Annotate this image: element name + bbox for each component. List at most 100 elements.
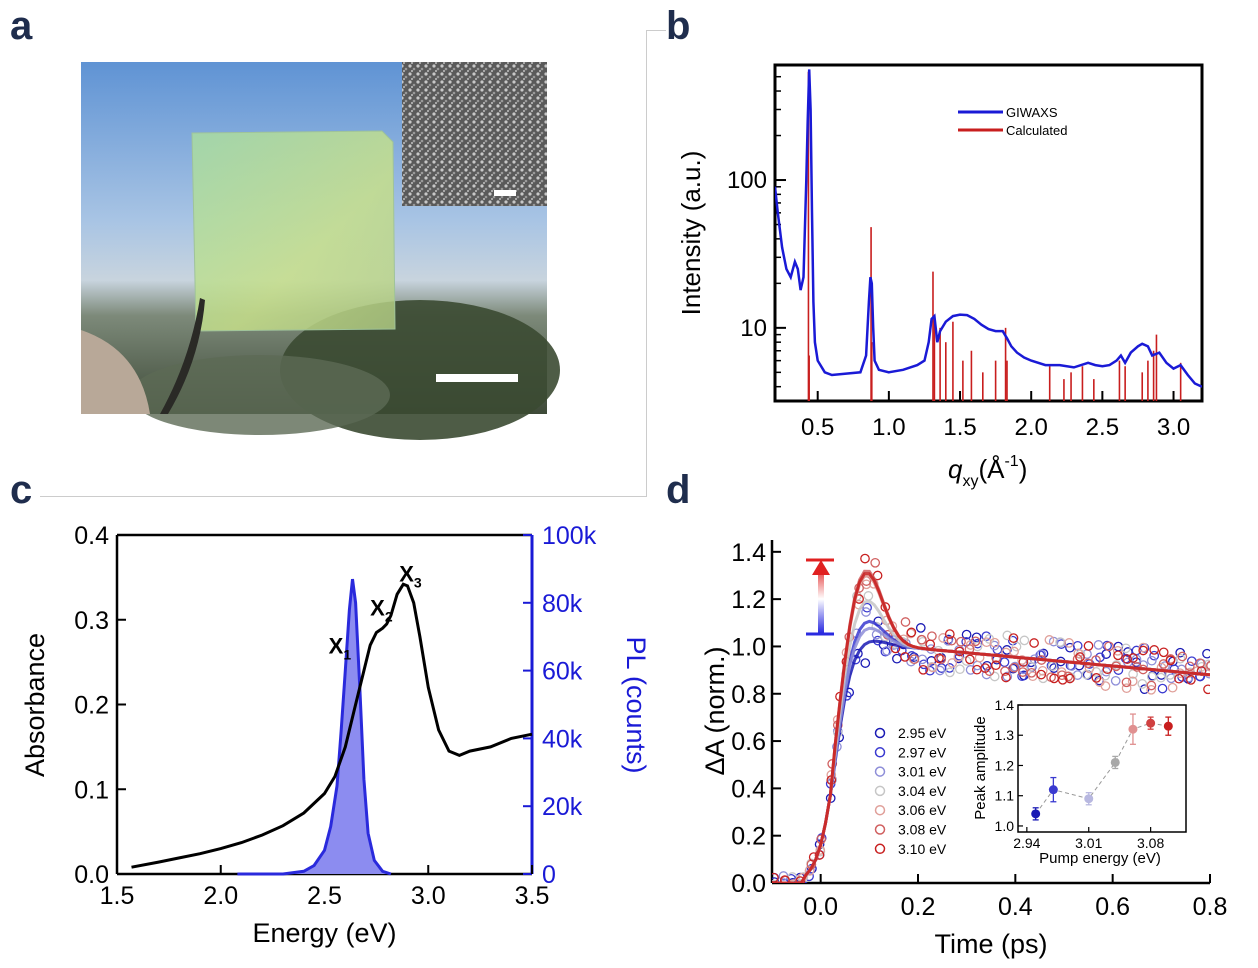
y-tick-label-d: 0.6 [731, 728, 766, 756]
data-point-marker [916, 634, 927, 645]
data-point-marker [1049, 663, 1059, 673]
panel-divider-top [646, 30, 666, 31]
data-point-marker [906, 627, 917, 638]
y-right-tick-label-c: 20k [542, 793, 583, 821]
data-point-marker [971, 632, 982, 643]
data-point-marker [1156, 672, 1166, 683]
y-axis-label-d: ΔA (norm.) [700, 646, 730, 775]
data-point-marker [1100, 681, 1111, 691]
data-point-marker [1149, 650, 1160, 661]
data-point-marker [1121, 677, 1132, 688]
data-point-marker [1127, 676, 1138, 687]
data-point-marker [925, 639, 936, 650]
data-point-marker [1121, 683, 1132, 694]
x-tick-label-b: 2.5 [1086, 414, 1119, 441]
y-tick-label-c: 0.1 [74, 776, 109, 804]
data-point-marker [1029, 638, 1039, 648]
data-point-marker [956, 636, 966, 647]
data-point-marker [882, 645, 892, 656]
data-point-marker [801, 882, 805, 883]
data-point-marker [965, 665, 976, 675]
x-tick-label-c: 1.5 [100, 882, 135, 910]
data-point-marker [1057, 670, 1067, 681]
data-point-marker [961, 629, 972, 640]
inset-data-point [1163, 721, 1173, 731]
data-point-marker [955, 664, 965, 675]
data-point-marker [779, 878, 789, 883]
data-point-marker [1055, 637, 1065, 647]
x-tick-label-b: 1.0 [872, 414, 905, 441]
data-point-marker [1203, 684, 1210, 695]
data-point-marker [944, 629, 955, 639]
hills [130, 355, 390, 435]
inset-data-point [1110, 757, 1120, 767]
inset-y-tick-label: 1.1 [995, 788, 1015, 804]
data-point-marker [1112, 645, 1123, 656]
y-right-tick-label-c: 80k [542, 590, 583, 618]
data-point-marker [1122, 654, 1133, 664]
data-point-marker [928, 662, 938, 673]
exciton-label: X2 [370, 596, 393, 625]
inset-x-tick-label: 3.01 [1075, 835, 1102, 851]
legend-marker-d [874, 727, 886, 739]
legend-label-d: 2.95 eV [898, 725, 947, 741]
data-point-marker [1009, 662, 1020, 673]
data-point-marker [1113, 650, 1123, 661]
data-point-marker [880, 646, 891, 657]
tweezers-icon [160, 298, 205, 414]
data-point-marker [1026, 667, 1037, 678]
y-tick-label-d: 0.2 [731, 823, 766, 851]
data-point-marker [1206, 660, 1210, 671]
y-tick-label-b: 10 [740, 315, 767, 342]
x-axis-label-d: Time (ps) [935, 929, 1048, 959]
legend-label-calculated: Calculated [1006, 123, 1067, 138]
chart-c: 0.0 0.1 0.2 0.3 0.4 0 20k 40k 60k 80k 100k 1.5 2.0 2.… [20, 522, 651, 948]
data-point-marker [991, 660, 1001, 671]
data-point-marker [980, 663, 991, 673]
data-point-marker [918, 664, 929, 675]
data-point-marker [1100, 670, 1111, 681]
y-tick-label-b: 100 [727, 167, 767, 194]
data-point-marker [1138, 645, 1149, 656]
data-point-marker [1048, 636, 1059, 647]
y-right-tick-label-c: 40k [542, 725, 583, 753]
data-point-marker [1146, 655, 1157, 666]
panel-divider-horizontal [40, 496, 646, 497]
inset-data-point [1048, 785, 1058, 795]
chart-b: 10 100 0.5 1.0 1.5 2.0 2.5 3.0 GIWAXS Calculated I… [676, 63, 1204, 490]
data-point-marker [1165, 655, 1176, 666]
data-point-marker [1128, 669, 1138, 679]
data-point-marker [861, 607, 871, 617]
scale-bar-icon [436, 374, 518, 382]
x-tick-label-d: 0.4 [998, 893, 1033, 921]
x-axis-label-b: qxy(Å-1) [948, 453, 1027, 490]
data-point-marker [791, 886, 799, 894]
inset-y-tick-label: 1.0 [995, 818, 1015, 834]
data-point-marker [772, 879, 780, 883]
data-point-marker [862, 602, 872, 613]
data-point-marker [970, 636, 981, 647]
data-point-marker [1001, 672, 1011, 683]
y-tick-label-d: 0.8 [731, 681, 766, 709]
data-point-marker [915, 623, 926, 633]
y-tick-label-d: 1.2 [731, 586, 766, 614]
data-point-marker [1093, 640, 1104, 650]
data-point-marker [1167, 682, 1178, 693]
inset-data-point [1146, 718, 1156, 728]
inset-frame [1017, 704, 1187, 833]
data-point-marker [1075, 652, 1085, 662]
data-point-marker [1002, 671, 1013, 682]
data-point-marker [1065, 673, 1075, 684]
sem-inset-icon [402, 62, 547, 206]
exciton-label: X3 [399, 562, 422, 591]
data-point-marker [1008, 633, 1019, 643]
x-axis-label-c: Energy (eV) [252, 918, 396, 948]
x-tick-label-c: 3.0 [411, 882, 446, 910]
legend-label-d: 3.01 eV [898, 764, 947, 780]
data-point-marker [860, 553, 870, 564]
y-tick-label-d: 1.4 [731, 539, 766, 567]
y-tick-label-c: 0.0 [74, 861, 109, 889]
data-point-marker [1146, 684, 1157, 695]
panel-letter-b: b [666, 4, 691, 48]
